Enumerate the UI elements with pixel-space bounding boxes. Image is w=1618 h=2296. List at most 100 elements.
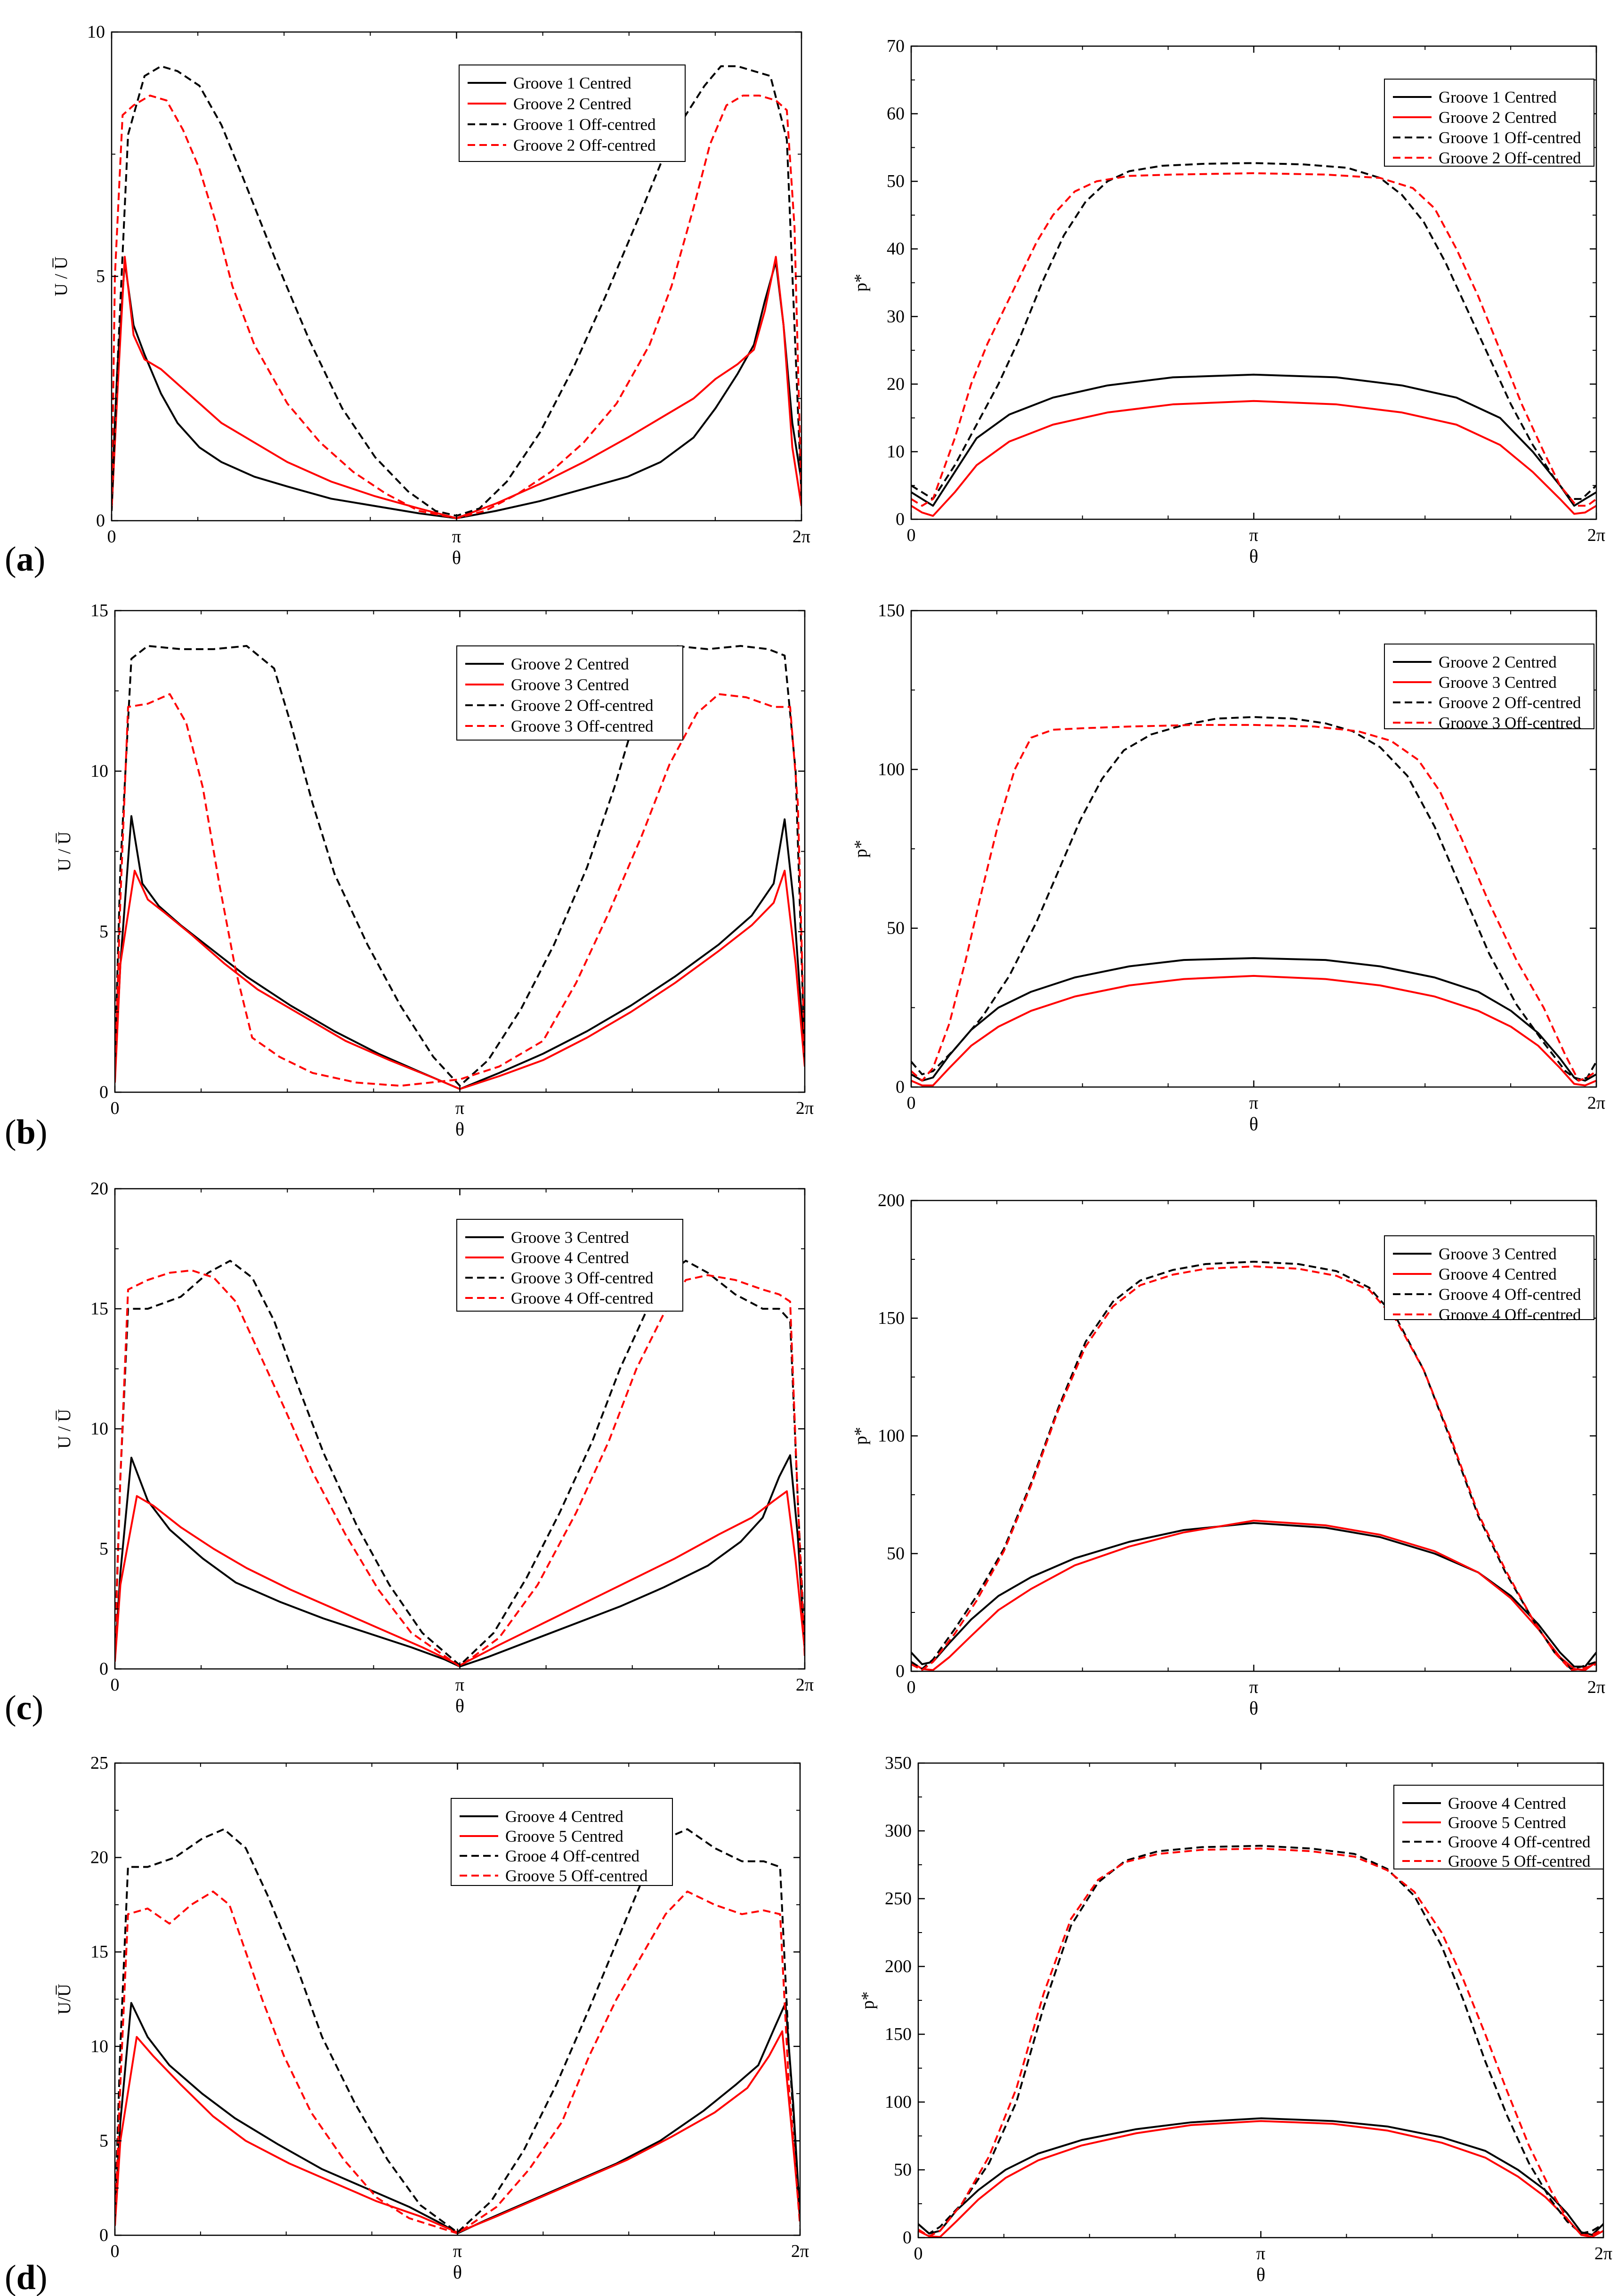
y-tick-label-b-left: 15: [90, 601, 108, 620]
x-axis-label-b-right: θ: [1249, 1113, 1258, 1135]
legend-entry-a-right-4: Groove 2 Off-centred: [1439, 149, 1581, 167]
x-tick-label-b-left: π: [455, 1098, 464, 1118]
y-tick-label-a-right: 20: [887, 374, 905, 394]
x-tick-label-a-right: π: [1249, 525, 1258, 545]
y-tick-label-a-right: 0: [896, 509, 905, 529]
y-tick-label-d-left: 25: [90, 1753, 108, 1773]
x-tick-label-b-left: 0: [111, 1098, 120, 1118]
y-tick-label-c-left: 0: [99, 1659, 108, 1679]
legend-entry-b-left-1: Groove 2 Centred: [511, 655, 629, 673]
y-tick-label-a-left: 0: [96, 511, 105, 531]
legend-entry-a-right-1: Groove 1 Centred: [1439, 88, 1557, 106]
legend-entry-c-left-2: Groove 4 Centred: [511, 1249, 629, 1267]
x-axis-label-d-right: θ: [1256, 2264, 1265, 2285]
x-tick-label-c-left: 2π: [796, 1675, 814, 1695]
y-tick-label-b-right: 150: [878, 601, 905, 620]
y-tick-label-d-left: 10: [90, 2037, 108, 2056]
series-line-d-right-1: [918, 2117, 1603, 2236]
series-line-a-right-3: [911, 162, 1596, 500]
x-tick-label-c-right: 0: [907, 1677, 916, 1697]
series-line-b-left-4: [115, 693, 805, 1087]
legend-box-c-right: [1384, 1235, 1594, 1320]
y-tick-label-c-right: 0: [896, 1661, 905, 1681]
legend-entry-c-right-3: Groove 4 Off-centred: [1439, 1285, 1581, 1304]
y-tick-label-a-left: 5: [96, 266, 105, 286]
y-axis-label-c-right: p*: [851, 1427, 871, 1445]
x-axis-label-c-left: θ: [455, 1695, 464, 1716]
legend-entry-d-left-1: Groove 4 Centred: [505, 1807, 623, 1826]
y-tick-label-c-right: 200: [878, 1191, 905, 1210]
y-tick-label-d-left: 15: [90, 1942, 108, 1962]
y-tick-label-c-left: 10: [90, 1419, 108, 1439]
y-axis-label-b-right: p*: [851, 840, 871, 858]
y-tick-label-b-right: 0: [896, 1077, 905, 1097]
x-tick-label-a-left: 2π: [793, 527, 810, 547]
legend-entry-c-right-1: Groove 3 Centred: [1439, 1245, 1557, 1263]
legend-entry-a-left-4: Groove 2 Off-centred: [513, 136, 656, 154]
legend-entry-a-left-3: Groove 1 Off-centred: [513, 115, 656, 134]
legend-entry-b-right-1: Groove 2 Centred: [1439, 653, 1557, 671]
x-tick-label-b-left: 2π: [796, 1098, 814, 1118]
x-tick-label-c-right: π: [1249, 1677, 1258, 1697]
chart-b-right: 0 50 100 150 0 π 2π θ p* Groove 2 Centred Groove 3…: [851, 601, 1605, 1135]
y-tick-label-d-right: 350: [885, 1753, 912, 1773]
x-tick-label-a-right: 0: [907, 525, 916, 545]
y-axis-label-d-left: U/U̅: [55, 1984, 74, 2014]
y-tick-label-a-right: 40: [887, 239, 905, 259]
y-tick-label-a-right: 30: [887, 306, 905, 326]
legend-c-left: Groove 3 Centred Groove 4 Centred Groove 3…: [456, 1219, 683, 1312]
legend-entry-b-right-2: Groove 3 Centred: [1439, 673, 1557, 692]
y-tick-label-d-right: 150: [885, 2024, 912, 2044]
x-axis-label-b-left: θ: [455, 1119, 464, 1140]
y-tick-label-a-right: 70: [887, 36, 905, 56]
y-tick-label-c-left: 5: [99, 1539, 108, 1559]
y-axis-label-a-right: p*: [851, 274, 871, 292]
legend-entry-c-right-2: Groove 4 Centred: [1439, 1265, 1557, 1283]
y-tick-label-d-right: 100: [885, 2092, 912, 2112]
legend-entry-b-left-3: Groove 2 Off-centred: [511, 696, 654, 715]
chart-d-right: 0 50 100 150 200 250 300 350 0 π 2π θ p* Groove 4 Cen…: [858, 1753, 1612, 2285]
legend-c-right: Groove 3 Centred Groove 4 Centred Groove 4…: [1384, 1235, 1594, 1324]
legend-box-b-left: [456, 645, 683, 741]
y-tick-label-d-left: 20: [90, 1848, 108, 1868]
x-tick-label-d-right: π: [1256, 2244, 1265, 2264]
x-tick-label-c-right: 2π: [1587, 1677, 1605, 1697]
legend-entry-d-right-4: Groove 5 Off-centred: [1448, 1852, 1591, 1870]
series-line-b-right-4: [911, 724, 1596, 1082]
x-tick-label-c-left: π: [455, 1675, 464, 1695]
x-tick-label-a-left: π: [452, 527, 461, 547]
series-line-c-left-3: [115, 1260, 805, 1667]
legend-box-d-right: [1393, 1785, 1604, 1869]
y-tick-label-b-right: 100: [878, 759, 905, 779]
y-axis-label-c-left: U / U̅: [55, 1409, 74, 1449]
legend-box-b-right: [1384, 644, 1594, 729]
x-axis-label-d-left: θ: [453, 2262, 462, 2283]
legend-entry-b-left-4: Groove 3 Off-centred: [511, 717, 654, 735]
y-tick-label-c-right: 150: [878, 1308, 905, 1328]
legend-entry-d-right-1: Groove 4 Centred: [1448, 1794, 1566, 1813]
x-tick-label-b-right: 2π: [1587, 1093, 1605, 1113]
legend-entry-b-left-2: Groove 3 Centred: [511, 676, 629, 694]
legend-entry-a-left-1: Groove 1 Centred: [513, 74, 631, 92]
x-axis-label-a-left: θ: [452, 547, 461, 568]
series-line-a-right-4: [911, 172, 1596, 507]
x-tick-label-d-right: 2π: [1594, 2244, 1612, 2264]
x-tick-label-d-left: 2π: [791, 2241, 809, 2261]
legend-entry-d-left-3: Grooe 4 Off-centred: [505, 1847, 640, 1865]
panel-label-d: (d): [5, 2258, 47, 2296]
legend-box-d-left: [451, 1798, 673, 1886]
legend-entry-b-right-3: Groove 2 Off-centred: [1439, 693, 1581, 712]
y-tick-label-c-right: 50: [887, 1544, 905, 1563]
legend-box-a-right: [1384, 79, 1594, 167]
panel-label-a: (a): [5, 540, 45, 579]
legend-entry-c-left-3: Groove 3 Off-centred: [511, 1269, 654, 1287]
y-tick-label-d-right: 250: [885, 1889, 912, 1909]
legend-entry-a-right-2: Groove 2 Centred: [1439, 108, 1557, 127]
y-tick-label-c-left: 15: [90, 1299, 108, 1319]
x-axis-label-c-right: θ: [1249, 1698, 1258, 1719]
